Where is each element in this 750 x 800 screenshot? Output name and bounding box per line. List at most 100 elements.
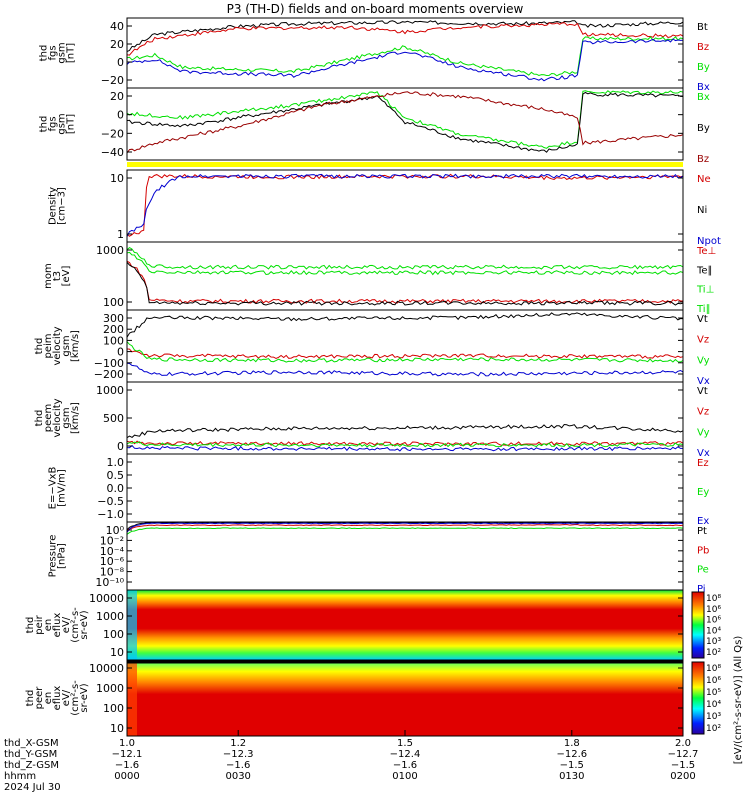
legend-label: Ey	[697, 487, 709, 498]
y-tick-label: 10⁻²	[100, 534, 124, 547]
colorbar-tick-label: 10⁴	[706, 626, 721, 636]
y-tick-label: 300	[103, 312, 124, 325]
series-te-line	[126, 260, 683, 304]
colorbar-unit-label: [eV/(cm²-s-sr-eV)] (All Qs)	[733, 636, 744, 765]
y-tick-label: 1000	[96, 244, 124, 257]
y-axis-label-line: thd	[25, 617, 36, 634]
panel-frame	[126, 521, 684, 591]
y-tick-label: 200	[103, 323, 124, 336]
colorbar-tick-label: 10²	[706, 648, 721, 658]
panel-frame	[126, 309, 684, 383]
y-axis-label-line: thd	[25, 690, 36, 707]
y-tick-label: 1000	[96, 384, 124, 397]
y-tick-label: −20	[101, 127, 124, 140]
spectrogram-peer_eflux	[127, 660, 683, 736]
y-axis-label-line: fgs	[48, 116, 59, 131]
x-axis-row-label: thd_Y-GSM	[4, 749, 57, 760]
legend-label: Ne	[697, 174, 711, 185]
y-axis-label-line: sr-eV)	[79, 683, 90, 712]
panel-efield: 1.00.50.0−0.5−1.0 E=−VxB[mV/m] Ez Ey Ex	[48, 453, 709, 527]
y-axis-label-line: E=−VxB	[48, 467, 59, 510]
y-axis-label-line: eflux	[52, 686, 63, 711]
series-ti-line	[126, 246, 684, 270]
x-axis-value: −1.6	[115, 760, 139, 771]
legend-label: Npot	[697, 236, 721, 247]
legend-label: Bt	[697, 22, 708, 33]
quality-flag-bar	[127, 162, 683, 167]
x-axis-row-label: hhmm	[4, 771, 36, 782]
series-vt-line	[126, 423, 684, 439]
x-axis-value: −1.6	[393, 760, 417, 771]
x-axis-value: −1.5	[560, 760, 584, 771]
colorbar-tick-label: 10²	[706, 724, 721, 734]
y-axis-label-line: en	[43, 619, 54, 632]
y-tick-label: 10000	[89, 662, 124, 675]
series-vz-line	[126, 348, 684, 359]
y-axis-label-line: t3	[52, 271, 63, 281]
y-axis-label-line: peer	[34, 686, 45, 710]
legend-label: Vy	[697, 427, 710, 438]
series-bx-line	[126, 90, 684, 149]
y-axis-label-line: thd	[34, 410, 45, 427]
y-axis-label-line: gsm	[57, 113, 68, 134]
y-tick-label: 10	[110, 722, 124, 735]
y-tick-label: 1	[117, 228, 124, 241]
y-tick-label: 0	[117, 109, 124, 122]
panel-peer_eflux: 10000 1000 100 10 thdpeerenefluxeV/(cm²-s-sr…	[25, 659, 721, 737]
y-tick-label: 10000	[89, 592, 124, 605]
y-tick-label: 0	[117, 346, 124, 359]
panel-frame	[126, 169, 684, 243]
y-tick-label: 20	[110, 90, 124, 103]
y-axis-label-line: [nPa]	[57, 543, 68, 569]
legend-label: Pb	[697, 545, 709, 556]
colorbar-tick-label: 10⁸	[706, 594, 721, 604]
y-tick-label: 1.0	[107, 456, 125, 469]
y-tick-label: −1.0	[97, 508, 124, 521]
colorbar-tick-label: 10⁶	[706, 605, 721, 615]
y-axis-label-line: eV/	[61, 689, 72, 706]
y-axis-label-line: gsm	[61, 335, 72, 356]
y-axis-label-line: [eV]	[61, 266, 72, 287]
y-tick-label: 0	[117, 56, 124, 69]
x-axis-value: 1.8	[564, 738, 580, 749]
x-axis-value: 2.0	[675, 738, 691, 749]
series-pi-line	[126, 522, 684, 533]
y-axis-label-line: sr-eV)	[79, 610, 90, 639]
spectrogram-edge	[127, 660, 137, 736]
y-tick-label: 10⁰	[106, 524, 125, 537]
y-axis-label-line: [nT]	[66, 43, 77, 63]
y-axis-label-line: [km/s]	[70, 330, 81, 362]
series-vy-line	[126, 341, 684, 363]
y-tick-label: 10	[110, 172, 124, 185]
y-tick-label: −200	[94, 368, 124, 381]
y-axis-label-line: [nT]	[66, 114, 77, 134]
y-tick-label: 10⁻⁴	[100, 545, 125, 558]
x-axis-value: −12.6	[556, 749, 587, 760]
series-ti-line	[126, 251, 684, 276]
panel-frame	[126, 87, 684, 161]
x-axis-row-label: thd_Z-GSM	[4, 760, 59, 771]
legend-label: Vz	[697, 335, 709, 346]
x-axis-value: −12.1	[112, 749, 143, 760]
x-axis-value: −1.5	[671, 760, 695, 771]
series-bx-line	[126, 38, 684, 82]
colorbar-tick-label: 10⁸	[706, 664, 721, 674]
y-axis-label-line: peem	[43, 404, 54, 432]
y-axis-label-line: fgs	[48, 45, 59, 60]
colorbar-tick-label: 10⁶	[706, 616, 721, 626]
y-tick-label: 40	[110, 20, 124, 33]
y-tick-label: 1000	[96, 610, 124, 623]
x-axis-value: 0200	[670, 771, 695, 782]
y-tick-label: 100	[103, 628, 124, 641]
legend-label: Te∥	[696, 265, 713, 276]
y-axis-label-line: thd	[39, 116, 50, 133]
x-axis-date: 2024 Jul 30	[4, 782, 61, 793]
y-tick-label: 0.5	[107, 469, 125, 482]
legend-label: Bz	[697, 42, 709, 53]
series-vy-line	[126, 441, 684, 448]
series-vt-line	[126, 312, 684, 338]
